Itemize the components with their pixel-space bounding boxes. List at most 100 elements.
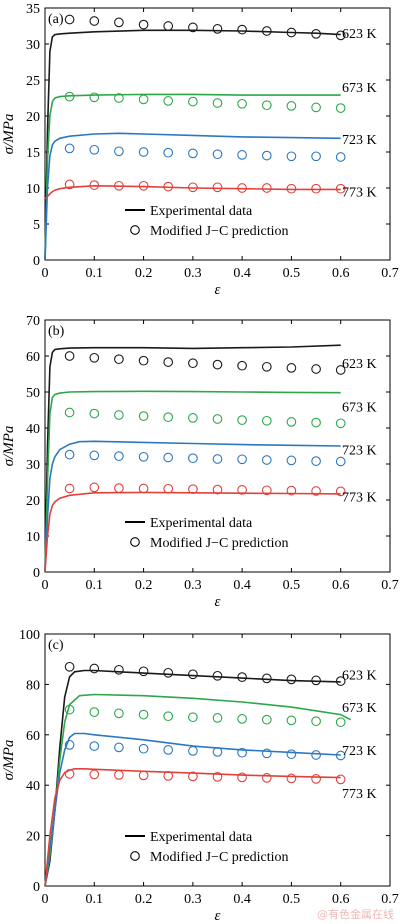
y-tick-label: 20 [26, 494, 40, 509]
prediction-point [286, 183, 297, 194]
prediction-point [286, 151, 297, 162]
temperature-label: 773 K [342, 490, 377, 505]
legend-circle-symbol [130, 537, 140, 547]
prediction-point [335, 103, 346, 113]
prediction-point [138, 355, 149, 366]
prediction-point [335, 30, 346, 41]
prediction-point [261, 714, 272, 725]
chart-panel-3: 0 0.1 0.2 0.3 0.4 0.5 0.6 0.7 0 20 40 60 80 100 ε σ/MPa… [1, 628, 399, 924]
legend-prediction: Modified J−C prediction [150, 850, 289, 865]
x-axis-label: ε [215, 594, 221, 610]
prediction-point [311, 750, 321, 760]
prediction-point [89, 352, 100, 363]
prediction-point [286, 749, 297, 760]
prediction-point [212, 149, 223, 160]
panel-label: (c) [48, 638, 64, 653]
x-tick-label: 0 [42, 266, 49, 281]
prediction-point [64, 407, 75, 418]
prediction-point [212, 484, 223, 495]
prediction-point [311, 183, 321, 194]
prediction-point [335, 418, 346, 429]
prediction-point [237, 454, 247, 465]
y-axis-label: σ/MPa [1, 426, 17, 467]
prediction-point [261, 183, 272, 193]
prediction-point [138, 147, 149, 157]
prediction-point [89, 450, 100, 461]
y-tick-label: 100 [19, 628, 40, 643]
prediction-point [335, 486, 346, 497]
prediction-point [89, 769, 100, 780]
temperature-label: 623 K [342, 357, 377, 372]
y-tick-label: 20 [26, 830, 40, 845]
prediction-point [89, 482, 100, 493]
prediction-point [261, 773, 272, 783]
prediction-point [311, 456, 321, 466]
prediction-point [138, 19, 149, 30]
prediction-point [237, 415, 247, 425]
temperature-label: 723 K [342, 744, 377, 759]
y-tick-label: 30 [26, 38, 40, 53]
x-tick-label: 0.4 [233, 266, 251, 281]
prediction-point [188, 182, 198, 193]
y-tick-label: 0 [33, 254, 40, 269]
temperature-label: 723 K [342, 444, 377, 459]
prediction-point [64, 740, 75, 750]
prediction-point [188, 746, 198, 756]
prediction-point [261, 455, 272, 465]
prediction-point [114, 146, 124, 157]
prediction-point [89, 144, 100, 155]
panel-label: (a) [48, 12, 64, 27]
prediction-point [188, 669, 198, 680]
temperature-label: 723 K [342, 133, 377, 148]
temperature-label: 623 K [342, 668, 377, 683]
prediction-point [188, 148, 198, 159]
prediction-point [212, 414, 223, 424]
prediction-point [114, 742, 124, 753]
legend-experimental: Experimental data [150, 516, 253, 531]
prediction-point [311, 675, 321, 686]
y-tick-label: 30 [26, 458, 40, 473]
prediction-point [89, 707, 100, 717]
prediction-point [114, 410, 124, 420]
prediction-point [261, 100, 272, 111]
prediction-point [114, 451, 124, 461]
prediction-point [286, 455, 297, 466]
prediction-point [138, 411, 149, 421]
prediction-point [163, 771, 174, 781]
prediction-point [114, 180, 124, 191]
prediction-point [261, 150, 272, 161]
prediction-point [138, 94, 149, 105]
prediction-point [163, 21, 174, 31]
prediction-point [163, 711, 174, 722]
prediction-point [237, 360, 247, 371]
temperature-label: 673 K [342, 81, 377, 96]
x-tick-label: 0.7 [381, 266, 399, 281]
prediction-point [188, 712, 198, 723]
prediction-point [64, 661, 75, 672]
prediction-point [237, 183, 247, 193]
x-tick-label: 0.7 [381, 578, 399, 593]
y-tick-label: 40 [26, 422, 40, 437]
prediction-point [188, 771, 198, 782]
prediction-point [89, 16, 100, 26]
y-tick-label: 5 [33, 218, 40, 233]
x-tick-label: 0.1 [86, 892, 104, 907]
plot-frame [44, 319, 391, 573]
prediction-point [89, 180, 100, 190]
prediction-point [311, 774, 321, 784]
prediction-point [261, 26, 272, 36]
prediction-point [188, 96, 198, 107]
prediction-point [311, 716, 321, 727]
prediction-point [212, 454, 223, 464]
y-tick-label: 60 [26, 350, 40, 365]
prediction-point [286, 363, 297, 373]
prediction-point [64, 351, 75, 361]
prediction-point [163, 357, 174, 367]
prediction-point [114, 708, 124, 719]
x-tick-label: 0.3 [184, 892, 202, 907]
prediction-point [163, 181, 174, 192]
temperature-label: 773 K [342, 787, 377, 802]
experimental-line-723K [44, 132, 341, 261]
prediction-point [261, 361, 272, 372]
x-tick-label: 0.4 [233, 892, 251, 907]
